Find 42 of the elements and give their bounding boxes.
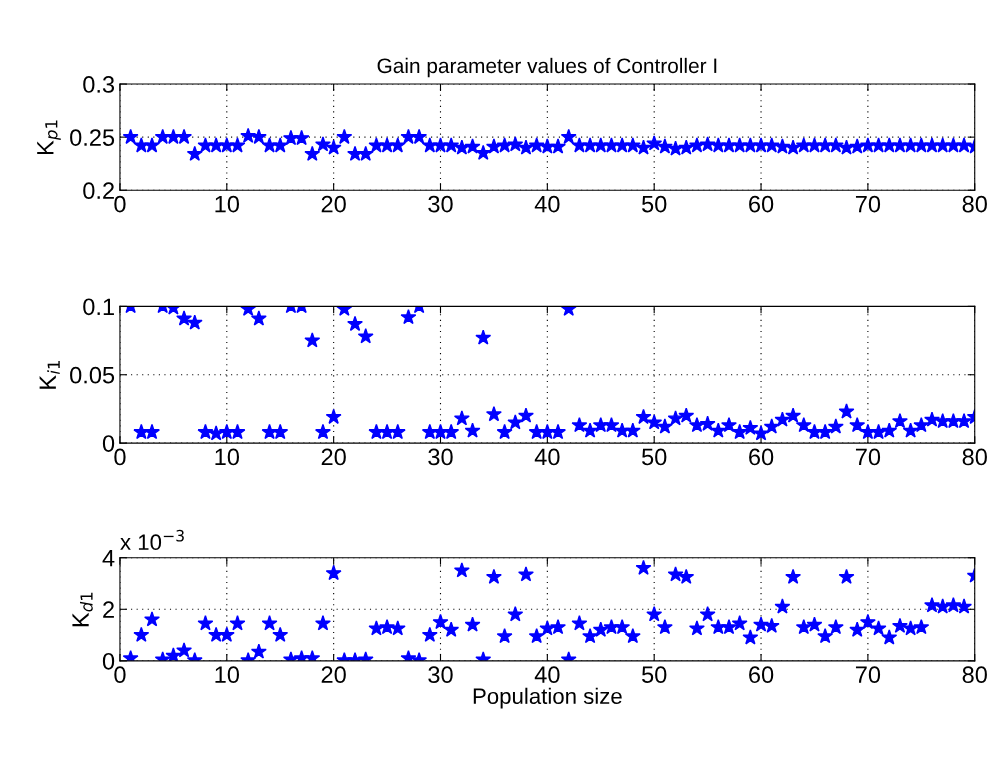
x-tick-label: 10 [215, 666, 240, 684]
text: x 10$^{−3}$ [120, 529, 184, 551]
y-tick-label: 2 [103, 601, 114, 618]
x-tick-label: 70 [855, 195, 881, 213]
y-tick-label: 0 [102, 435, 115, 452]
y-tick-label: 0.2 [83, 182, 114, 200]
x-tick-label: 30 [428, 195, 453, 213]
y-axis-title: K$_{i1}$ [39, 361, 60, 389]
x-tick-label: 20 [321, 448, 346, 466]
x-tick-label: 40 [534, 195, 560, 213]
x-tick-label: 20 [321, 195, 346, 213]
x-tick-label: 70 [855, 448, 881, 466]
chart-title: Gain parameter values of Controller I [377, 57, 717, 78]
x-tick-label: 0 [114, 666, 126, 684]
x-tick-label: 60 [749, 666, 774, 684]
x-tick-label: 30 [428, 666, 453, 684]
x-tick-label: 40 [534, 666, 560, 684]
y-axis-title: K$_{p1}$ [37, 120, 61, 155]
x-tick-label: 40 [534, 448, 560, 466]
y-tick-label: 4 [102, 550, 115, 567]
x-tick-label: 50 [642, 666, 667, 684]
x-tick-label: 20 [321, 666, 346, 684]
x-tick-label: 80 [962, 666, 987, 684]
x-tick-label: 60 [749, 195, 774, 213]
x-tick-label: 10 [215, 195, 240, 213]
y-tick-label: 0.1 [83, 298, 114, 316]
y-tick-label: 0.25 [70, 129, 115, 146]
x-tick-label: 80 [962, 448, 987, 466]
x-tick-label: 50 [642, 448, 667, 466]
x-tick-label: 30 [428, 448, 453, 466]
x-tick-label: 0 [114, 448, 126, 466]
x-axis-title: Population size [473, 687, 622, 709]
x-tick-label: 70 [855, 666, 881, 684]
y-tick-label: 0 [102, 652, 115, 670]
x-tick-label: 60 [749, 448, 774, 466]
y-axis-title: K$_{d1}$ [72, 592, 93, 627]
y-tick-label: 0.05 [70, 366, 115, 384]
x-tick-label: 10 [215, 448, 240, 466]
x-tick-label: 80 [962, 195, 987, 213]
x-tick-label: 0 [114, 195, 126, 213]
y-tick-label: 0.3 [83, 76, 115, 93]
x-tick-label: 50 [642, 195, 667, 213]
